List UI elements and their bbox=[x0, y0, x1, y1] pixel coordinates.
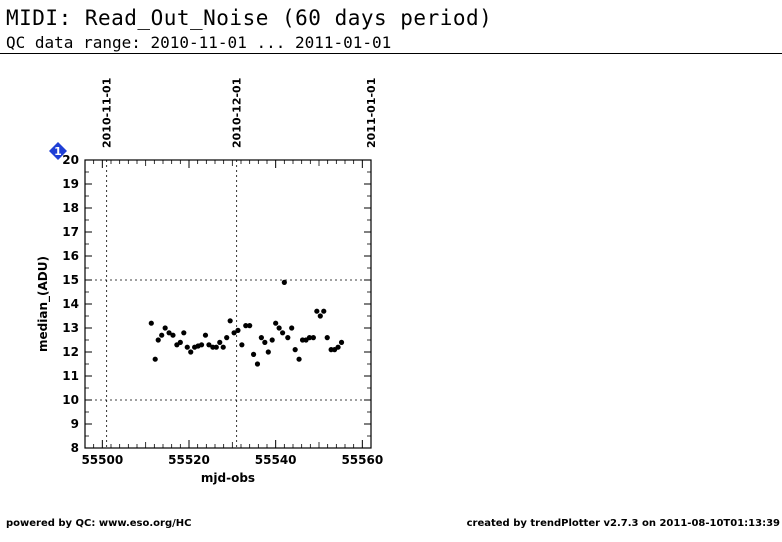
y-tick-label: 10 bbox=[62, 393, 79, 407]
x-tick-label: 55540 bbox=[255, 453, 297, 467]
data-point bbox=[338, 339, 345, 345]
y-tick-label: 12 bbox=[62, 345, 79, 359]
data-point bbox=[262, 339, 268, 345]
data-point bbox=[317, 313, 323, 319]
data-point bbox=[285, 335, 291, 341]
header-divider bbox=[0, 53, 782, 54]
data-point bbox=[202, 332, 209, 338]
data-point bbox=[276, 325, 282, 331]
data-point bbox=[243, 323, 249, 329]
data-point bbox=[265, 349, 271, 355]
data-point bbox=[335, 344, 341, 350]
data-point bbox=[227, 318, 233, 324]
data-point bbox=[235, 327, 241, 333]
badge-label: 1 bbox=[54, 145, 62, 158]
x-tick-label: 55500 bbox=[81, 453, 123, 467]
y-tick-label: 19 bbox=[62, 177, 79, 191]
date-marker-label: 2011-01-01 bbox=[365, 78, 378, 148]
plot-frame bbox=[84, 159, 372, 449]
x-tick-label: 55520 bbox=[168, 453, 210, 467]
y-tick-label: 18 bbox=[62, 201, 79, 215]
data-point bbox=[198, 342, 205, 348]
axis-layer: 8 9 10 11 12 13 14 15 16 17 18 19 20 55500 55520 55540 5… bbox=[62, 153, 383, 467]
date-marker-label: 2010-12-01 bbox=[231, 78, 244, 148]
y-tick-label: 11 bbox=[62, 369, 79, 383]
y-axis-label: median_(ADU) bbox=[36, 256, 51, 352]
data-point bbox=[280, 330, 286, 336]
y-tick-label: 14 bbox=[62, 297, 79, 311]
data-point bbox=[220, 344, 226, 350]
data-point bbox=[166, 330, 172, 336]
data-point bbox=[188, 349, 194, 355]
y-tick-label: 15 bbox=[62, 273, 79, 287]
y-tick-label: 17 bbox=[62, 225, 79, 239]
data-point bbox=[306, 335, 313, 341]
data-point bbox=[254, 361, 261, 367]
chart-title: MIDI: Read_Out_Noise (60 days period) bbox=[6, 6, 493, 30]
data-point bbox=[292, 347, 298, 353]
data-point-layer bbox=[148, 279, 345, 367]
data-point bbox=[258, 335, 264, 341]
data-point bbox=[170, 332, 176, 338]
date-marker-layer: 2010-11-01 2010-12-01 2011-01-01 bbox=[101, 78, 378, 448]
data-point bbox=[206, 342, 212, 348]
x-tick-label: 55560 bbox=[341, 453, 383, 467]
data-point bbox=[281, 279, 287, 285]
badge-diamond bbox=[49, 142, 67, 160]
data-point bbox=[321, 308, 327, 314]
data-point bbox=[247, 323, 253, 329]
data-point bbox=[181, 330, 187, 336]
data-point bbox=[273, 320, 279, 326]
date-marker-label: 2010-11-01 bbox=[101, 78, 114, 148]
data-point bbox=[224, 335, 230, 341]
data-point bbox=[162, 325, 168, 331]
y-tick-label: 9 bbox=[71, 417, 79, 431]
data-point bbox=[217, 339, 223, 345]
data-point bbox=[152, 356, 158, 362]
footer-powered-by: powered by QC: www.eso.org/HC bbox=[6, 518, 192, 529]
data-point bbox=[324, 335, 330, 341]
data-point bbox=[155, 337, 161, 343]
data-point bbox=[310, 335, 316, 341]
info-badge-icon[interactable]: 1 bbox=[49, 142, 67, 160]
x-axis-label: mjd-obs bbox=[201, 471, 255, 485]
data-point bbox=[314, 308, 320, 314]
data-point bbox=[184, 344, 190, 350]
data-point bbox=[269, 337, 275, 343]
y-tick-label: 8 bbox=[71, 441, 79, 455]
data-point bbox=[250, 351, 257, 357]
data-point bbox=[177, 339, 183, 345]
y-tick-label: 16 bbox=[62, 249, 79, 263]
data-point bbox=[213, 344, 219, 350]
chart-subtitle: QC data range: 2010-11-01 ... 2011-01-01 bbox=[6, 33, 392, 52]
y-tick-label: 20 bbox=[62, 153, 79, 167]
y-tick-label: 13 bbox=[62, 321, 79, 335]
data-point bbox=[239, 342, 245, 348]
data-point bbox=[231, 330, 237, 336]
data-point bbox=[289, 325, 295, 331]
data-point bbox=[296, 356, 302, 362]
data-point bbox=[159, 332, 165, 338]
footer-created-by: created by trendPlotter v2.7.3 on 2011-0… bbox=[466, 518, 780, 529]
data-point bbox=[148, 320, 154, 326]
